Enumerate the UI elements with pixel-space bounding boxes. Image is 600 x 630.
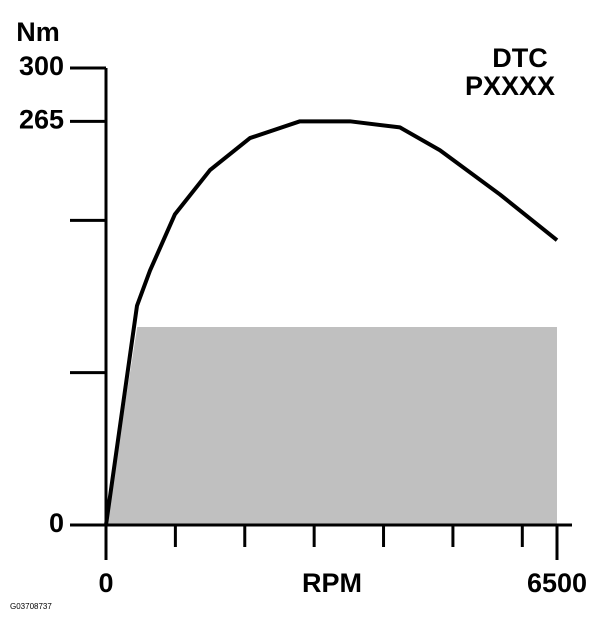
figure-id: G03708737 <box>10 602 52 611</box>
line <box>104 119 559 526</box>
y-tick-label: 300 <box>19 51 64 81</box>
area <box>106 326 557 525</box>
x-axis-label: RPM <box>302 568 362 598</box>
annotation: DTC <box>492 43 548 73</box>
y-tick-label: 265 <box>19 104 64 134</box>
annotation: PXXXX <box>465 71 555 101</box>
x-tick-label: 0 <box>98 568 113 598</box>
y-axis-label: Nm <box>16 17 60 47</box>
y-tick-label: 0 <box>49 508 64 538</box>
x-tick-label: 6500 <box>527 568 587 598</box>
